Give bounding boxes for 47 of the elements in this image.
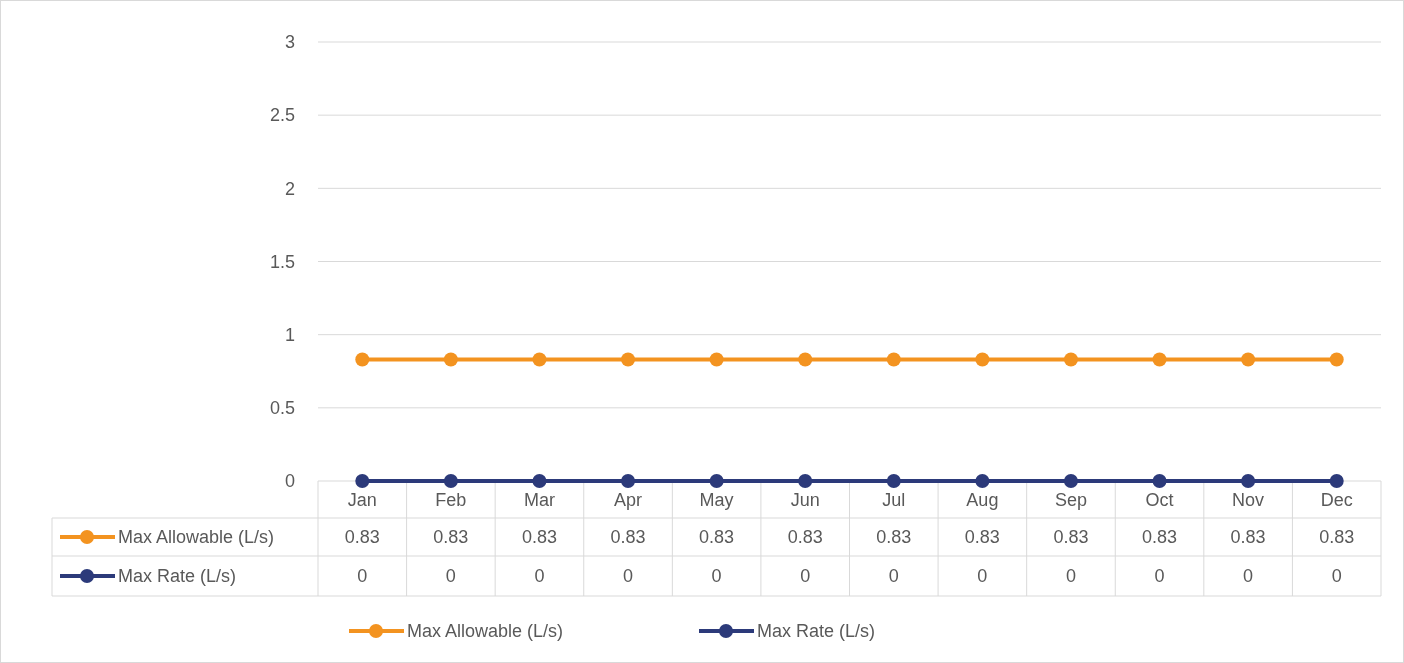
data-label: 0.83 bbox=[787, 527, 823, 548]
data-label: 0.83 bbox=[699, 527, 735, 548]
x-tick-label: Dec bbox=[1320, 489, 1353, 510]
data-label: 0.83 bbox=[610, 527, 646, 548]
data-label: 0.83 bbox=[1053, 527, 1089, 548]
legend-label: Max Allowable (L/s) bbox=[118, 527, 275, 548]
x-tick-label: Feb bbox=[435, 489, 467, 510]
y-tick-label: 0 bbox=[284, 471, 295, 492]
data-label: 0 bbox=[888, 566, 899, 587]
x-tick-label: Oct bbox=[1145, 489, 1174, 510]
data-label: 0 bbox=[357, 566, 368, 587]
data-label: 0.83 bbox=[1142, 527, 1178, 548]
x-tick-label: Jan bbox=[347, 489, 377, 510]
y-tick-label: 0.5 bbox=[269, 398, 295, 419]
data-label: 0 bbox=[977, 566, 988, 587]
y-tick-label: 3 bbox=[284, 32, 295, 53]
y-tick-label: 2 bbox=[284, 178, 295, 199]
data-label: 0.83 bbox=[344, 527, 380, 548]
text: Max Rate (L/s) bbox=[118, 566, 237, 587]
x-tick-label: Mar bbox=[523, 489, 555, 510]
y-tick-label: 1.5 bbox=[269, 251, 295, 272]
x-tick-label: Aug bbox=[966, 489, 999, 510]
x-tick-label: May bbox=[699, 489, 734, 510]
y-tick-label: 2.5 bbox=[269, 105, 295, 126]
data-label: 0 bbox=[1154, 566, 1165, 587]
data-label: 0.83 bbox=[876, 527, 912, 548]
data-label: 0 bbox=[534, 566, 545, 587]
data-label: 0.83 bbox=[433, 527, 469, 548]
data-label: 0 bbox=[1243, 566, 1254, 587]
x-tick-label: Sep bbox=[1054, 489, 1087, 510]
y-tick-label: 1 bbox=[284, 324, 295, 345]
x-tick-label: Jul bbox=[882, 489, 906, 510]
x-tick-label: Apr bbox=[614, 489, 643, 510]
data-label: 0 bbox=[800, 566, 811, 587]
data-label: 0.83 bbox=[964, 527, 1000, 548]
legend-label: Max Rate (L/s) bbox=[757, 621, 876, 642]
x-tick-label: Nov bbox=[1232, 489, 1265, 510]
text: Max Allowable (L/s) bbox=[407, 621, 564, 642]
data-label: 0 bbox=[1331, 566, 1342, 587]
data-label: 0.83 bbox=[1319, 527, 1355, 548]
data-label: 0 bbox=[1065, 566, 1076, 587]
data-label: 0.83 bbox=[521, 527, 557, 548]
data-label: 0.83 bbox=[1230, 527, 1266, 548]
data-label: 0 bbox=[445, 566, 456, 587]
data-label: 0 bbox=[623, 566, 634, 587]
x-tick-label: Jun bbox=[790, 489, 820, 510]
data-label: 0 bbox=[711, 566, 722, 587]
